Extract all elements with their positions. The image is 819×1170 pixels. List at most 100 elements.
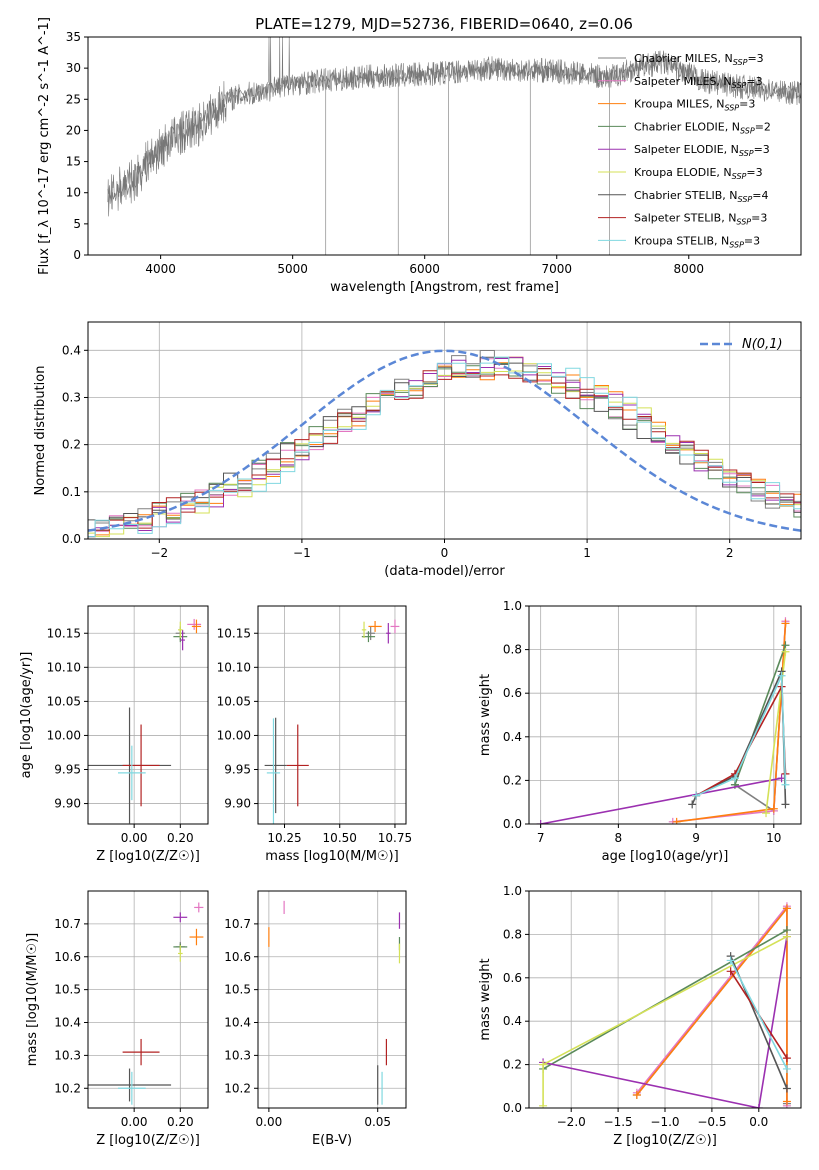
- x-tick-label: 7: [537, 831, 545, 845]
- panel-spectrum: 4000 5000 6000 7000 8000 0 5 10 15 20 25 30 35 wavele…: [37, 17, 802, 295]
- x-tick-label: 8000: [673, 262, 704, 276]
- x-tick-label: −1.5: [604, 1115, 633, 1129]
- histogram-step: [88, 356, 801, 538]
- weight-marker: [781, 780, 790, 789]
- x-tick-label: 0.20: [167, 1115, 194, 1129]
- y-tick-label: 35: [66, 30, 81, 44]
- y-tick-label: 15: [66, 155, 81, 169]
- weight-marker: [754, 1104, 763, 1108]
- x-axis-label: mass [log10(M/M☉)]: [265, 849, 398, 864]
- axes-frame: [528, 890, 802, 1109]
- y-axis-label: mass [log10(M/M☉)]: [25, 933, 40, 1066]
- y-tick-label: 10.15: [217, 626, 251, 640]
- legend-entry: Salpeter MILES, NSSP=3: [634, 75, 763, 90]
- panel-age_vs_Z: 0.00 0.20 9.90 9.95 10.00 10.05 10.10 10.15 Z [l…: [19, 605, 209, 864]
- x-tick-label: 2: [726, 546, 734, 560]
- y-tick-label: 20: [66, 123, 81, 137]
- plot-area: [88, 902, 204, 1105]
- y-axis-label: mass weight: [478, 674, 493, 756]
- x-tick-label: −1: [293, 546, 311, 560]
- x-tick-label: 0.20: [167, 831, 194, 845]
- histogram-step: [88, 368, 801, 531]
- gaussian-curve: [88, 349, 801, 532]
- y-tick-label: 10.3: [54, 1048, 81, 1062]
- y-tick-label: 10.7: [224, 917, 251, 931]
- y-axis-label: mass weight: [478, 958, 493, 1040]
- y-tick-label: 10.6: [54, 950, 81, 964]
- x-tick-label: −2.0: [557, 1115, 586, 1129]
- legend-entry: Chabrier ELODIE, NSSP=2: [634, 120, 771, 135]
- y-tick-label: 0: [73, 248, 81, 262]
- y-tick-label: 10.10: [47, 660, 81, 674]
- axes-frame: [87, 36, 802, 256]
- x-axis-label: age [log10(age/yr)]: [602, 849, 729, 864]
- x-tick-label: 0.00: [121, 1115, 148, 1129]
- axes-frame: [257, 890, 407, 1109]
- panel-mass_weight_vs_age: 7 8 9 10 0.0 0.2 0.4 0.6 0.8 1.0 age [log10(age/yr…: [478, 599, 802, 864]
- weight-marker: [730, 774, 739, 783]
- y-tick-label: 0.2: [503, 1058, 522, 1072]
- weight-marker: [781, 647, 790, 656]
- histogram-step: [88, 356, 801, 538]
- y-tick-label: 9.95: [224, 763, 251, 777]
- y-tick-label: 9.90: [224, 797, 251, 811]
- weight-line: [542, 936, 788, 1108]
- weight-marker: [726, 956, 735, 965]
- x-tick-label: 0: [441, 546, 449, 560]
- weight-marker: [536, 820, 545, 824]
- x-tick-label: 0.05: [364, 1115, 391, 1129]
- x-tick-label: 7000: [541, 262, 572, 276]
- y-tick-label: 10.5: [224, 983, 251, 997]
- plot-area: [539, 902, 791, 1108]
- y-tick-label: 10.6: [224, 950, 251, 964]
- axes-frame: [87, 321, 802, 540]
- weight-marker: [726, 967, 735, 976]
- y-tick-label: 10.10: [217, 660, 251, 674]
- x-tick-label: −1.0: [650, 1115, 679, 1129]
- weight-marker: [782, 1097, 791, 1106]
- x-tick-label: 10: [766, 831, 781, 845]
- y-tick-label: 0.8: [503, 643, 522, 657]
- histogram-step: [88, 356, 801, 538]
- weight-line: [695, 675, 787, 797]
- x-tick-label: 0.00: [121, 831, 148, 845]
- axes-frame: [87, 890, 209, 1109]
- x-tick-label: 0.0: [749, 1115, 768, 1129]
- panel-mass_vs_Z: 0.00 0.20 10.2 10.3 10.4 10.5 10.6 10.7 Z [log10…: [25, 890, 209, 1148]
- y-tick-label: 0.0: [503, 817, 522, 831]
- x-tick-label: 5000: [277, 262, 308, 276]
- y-tick-label: 0.6: [503, 686, 522, 700]
- gaussian-legend-label: N(0,1): [742, 337, 783, 352]
- y-tick-label: 0.2: [62, 438, 81, 452]
- y-tick-label: 10.4: [54, 1016, 81, 1030]
- y-tick-label: 9.95: [54, 763, 81, 777]
- y-tick-label: 10.05: [217, 694, 251, 708]
- y-tick-label: 5: [73, 217, 81, 231]
- y-tick-label: 10.00: [217, 728, 251, 742]
- x-tick-label: 9: [692, 831, 700, 845]
- y-tick-label: 10.5: [54, 983, 81, 997]
- x-axis-label: Z [log10(Z/Z☉)]: [96, 849, 200, 864]
- panel-age_vs_mass: 10.25 10.50 10.75 9.90 9.95 10.00 10.05 10.10 10…: [217, 605, 412, 864]
- legend-entry: Salpeter STELIB, NSSP=3: [634, 212, 767, 227]
- y-axis-label: Flux [f_λ 10^-17 erg cm^-2 s^-1 A^-1]: [37, 17, 52, 275]
- chart-title: PLATE=1279, MJD=52736, FIBERID=0640, z=0…: [255, 15, 633, 33]
- x-axis-label: Z [log10(Z/Z☉)]: [96, 1133, 200, 1148]
- x-tick-label: −0.5: [697, 1115, 726, 1129]
- weight-marker: [762, 809, 771, 818]
- weight-marker: [769, 804, 778, 813]
- legend-entry: Kroupa ELODIE, NSSP=3: [634, 166, 763, 181]
- y-tick-label: 10.4: [224, 1016, 251, 1030]
- x-tick-label: 10.50: [323, 831, 357, 845]
- x-tick-label: 1: [583, 546, 591, 560]
- y-tick-label: 0.4: [503, 730, 522, 744]
- y-axis-label: age [log10(age/yr)]: [19, 652, 34, 779]
- x-tick-label: 8: [615, 831, 623, 845]
- weight-line: [729, 960, 788, 1070]
- y-tick-label: 9.90: [54, 797, 81, 811]
- x-tick-label: 4000: [145, 262, 176, 276]
- x-axis-label: wavelength [Angstrom, rest frame]: [330, 280, 559, 295]
- x-axis-label: Z [log10(Z/Z☉)]: [613, 1133, 717, 1148]
- weight-marker: [781, 619, 790, 628]
